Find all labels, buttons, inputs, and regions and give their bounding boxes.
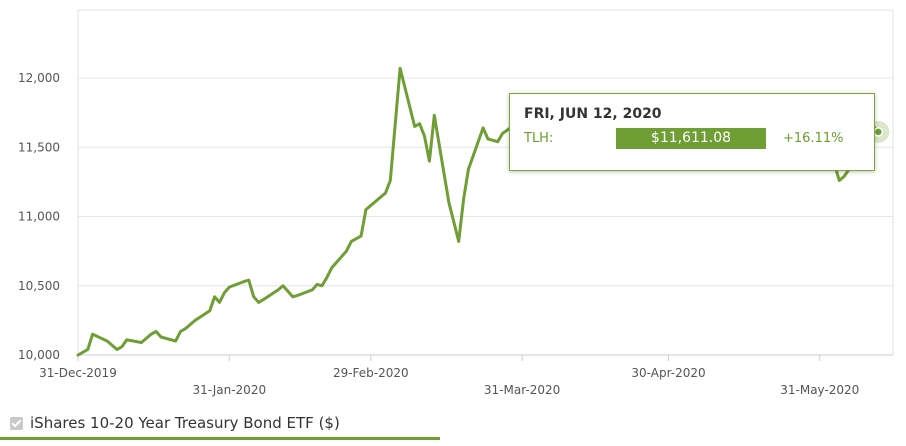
y-tick-label: 11,000 (18, 210, 60, 224)
tooltip-value: $11,611.08 (616, 128, 766, 149)
y-tick-label: 10,500 (18, 279, 60, 293)
series-line (76, 66, 880, 357)
x-tick-label: 30-Apr-2020 (631, 366, 705, 380)
tooltip: FRI, JUN 12, 2020 TLH: $11,611.08 +16.11… (509, 93, 875, 171)
tooltip-change: +16.11% (783, 131, 844, 146)
x-tick-label: 29-Feb-2020 (333, 366, 409, 380)
grid (77, 9, 894, 356)
x-tick-label: 31-Dec-2019 (39, 366, 117, 380)
y-tick-label: 10,000 (18, 348, 60, 362)
tooltip-date: FRI, JUN 12, 2020 (524, 106, 662, 122)
x-tick-label: 31-Jan-2020 (192, 383, 266, 397)
x-tick-label: 31-May-2020 (780, 383, 859, 397)
x-tick-label: 31-Mar-2020 (484, 383, 560, 397)
highlight-point (873, 127, 884, 137)
legend-label: iShares 10-20 Year Treasury Bond ETF ($) (30, 414, 340, 432)
checkbox-icon[interactable] (10, 416, 23, 430)
legend-underline (0, 437, 440, 440)
axes: 10,000 10,500 11,000 11,500 12,000 31-Dec-201… (18, 71, 893, 397)
tooltip-ticker: TLH: (524, 131, 554, 146)
y-tick-label: 11,500 (18, 140, 60, 154)
y-tick-label: 12,000 (18, 71, 60, 85)
legend-item[interactable]: iShares 10-20 Year Treasury Bond ETF ($) (10, 412, 340, 434)
